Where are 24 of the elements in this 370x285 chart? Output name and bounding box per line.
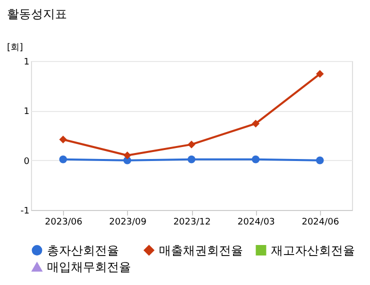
y-axis-title: [회] bbox=[6, 43, 23, 53]
point bbox=[59, 136, 67, 144]
x-tick-label: 2023/12 bbox=[173, 218, 211, 228]
point bbox=[188, 155, 196, 164]
point bbox=[123, 151, 132, 160]
x-tick-label: 2024/03 bbox=[238, 218, 275, 228]
legend-label: 매출채권회전율 bbox=[159, 243, 243, 258]
y-tick-label: -1 bbox=[20, 206, 30, 216]
legend-label: 재고자산회전율 bbox=[271, 243, 355, 258]
y-tick-label: 0 bbox=[24, 156, 30, 167]
point bbox=[316, 70, 324, 78]
chart-title: 활동성지표 bbox=[6, 7, 67, 21]
point bbox=[252, 120, 260, 128]
legend-label: 총자산회전율 bbox=[47, 243, 119, 258]
point bbox=[59, 155, 67, 164]
x-tick-label: 2023/06 bbox=[44, 218, 83, 228]
point bbox=[316, 156, 324, 164]
y-tick-label: 1 bbox=[24, 58, 30, 68]
y-tick-label: 1 bbox=[24, 107, 30, 118]
point bbox=[188, 140, 196, 148]
x-tick-label: 2024/06 bbox=[302, 218, 340, 228]
point bbox=[252, 155, 260, 164]
legend-label: 매입채무회전율 bbox=[47, 260, 131, 274]
x-tick-label: 2023/09 bbox=[109, 218, 147, 228]
